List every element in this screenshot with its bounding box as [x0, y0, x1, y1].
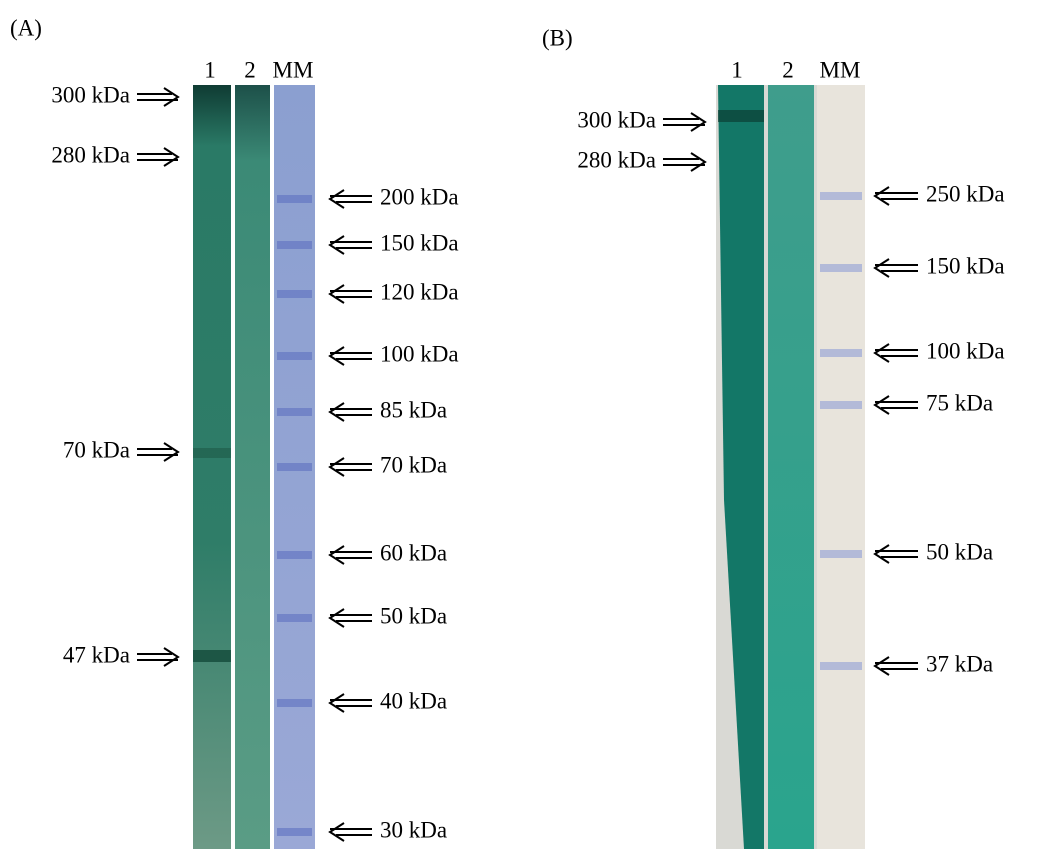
marker-label: 60 kDa: [380, 540, 447, 565]
panel-label: (B): [542, 25, 573, 50]
panel-label: (A): [10, 15, 42, 40]
arrow: [875, 187, 918, 205]
ladder-band: [277, 463, 312, 471]
arrow: [875, 259, 918, 277]
ladder-band: [820, 550, 862, 558]
ladder-band: [277, 195, 312, 203]
ladder-band: [277, 551, 312, 559]
lane-label: 1: [204, 57, 216, 82]
arrow: [330, 458, 372, 476]
arrow: [137, 648, 178, 666]
arrow: [663, 153, 705, 171]
lane-label: 1: [731, 57, 743, 82]
arrow: [137, 443, 178, 461]
ladder-band: [820, 192, 862, 200]
arrow: [875, 657, 918, 675]
marker-label: 100 kDa: [926, 338, 1005, 363]
marker-label: 280 kDa: [577, 147, 656, 172]
marker-label: 280 kDa: [51, 142, 130, 167]
marker-label: 120 kDa: [380, 279, 459, 304]
marker-label: 37 kDa: [926, 651, 993, 676]
arrow: [330, 823, 372, 841]
arrow: [875, 344, 918, 362]
arrow: [330, 403, 372, 421]
arrow: [330, 609, 372, 627]
lane-label: 2: [244, 57, 256, 82]
ladder-band: [820, 401, 862, 409]
marker-label: 150 kDa: [380, 230, 459, 255]
arrow: [663, 113, 705, 131]
marker-label: 70 kDa: [63, 437, 130, 462]
ladder-band: [277, 241, 312, 249]
ladder-band: [820, 662, 862, 670]
arrow: [875, 545, 918, 563]
ladder-band: [277, 699, 312, 707]
marker-label: 70 kDa: [380, 452, 447, 477]
arrow: [330, 285, 372, 303]
ladder-band: [277, 828, 312, 836]
lane-label: MM: [273, 57, 314, 82]
marker-label: 30 kDa: [380, 817, 447, 842]
marker-label: 150 kDa: [926, 253, 1005, 278]
arrow: [875, 396, 918, 414]
marker-label: 250 kDa: [926, 181, 1005, 206]
ladder-band: [277, 352, 312, 360]
ladder-band: [820, 349, 862, 357]
lane-label: 2: [782, 57, 794, 82]
marker-label: 50 kDa: [380, 603, 447, 628]
arrow: [330, 347, 372, 365]
marker-label: 40 kDa: [380, 688, 447, 713]
ladder-band: [277, 614, 312, 622]
ladder-band: [277, 408, 312, 416]
marker-label: 300 kDa: [51, 82, 130, 107]
arrow: [330, 236, 372, 254]
ladder-band: [820, 264, 862, 272]
arrow: [137, 148, 178, 166]
arrow: [137, 88, 178, 106]
figure: (A) 1 2 MM 300 kDa 280 kDa 70 kDa 47 kDa 200 kDa…: [0, 0, 1037, 849]
marker-label: 200 kDa: [380, 184, 459, 209]
marker-label: 85 kDa: [380, 397, 447, 422]
marker-label: 47 kDa: [63, 642, 130, 667]
marker-label: 100 kDa: [380, 341, 459, 366]
lane-label: MM: [820, 57, 861, 82]
marker-label: 75 kDa: [926, 390, 993, 415]
marker-label: 300 kDa: [577, 107, 656, 132]
arrow: [330, 546, 372, 564]
ladder-band: [277, 290, 312, 298]
arrow: [330, 190, 372, 208]
marker-label: 50 kDa: [926, 539, 993, 564]
arrow: [330, 694, 372, 712]
